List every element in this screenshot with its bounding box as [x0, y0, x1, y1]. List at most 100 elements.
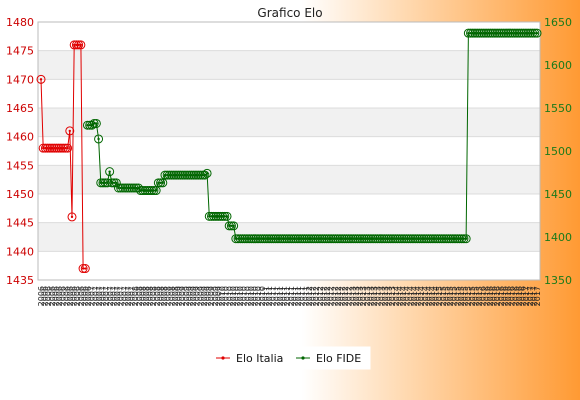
data-point: [94, 134, 104, 144]
x-category-label: 2008: [131, 286, 140, 306]
x-category-label: 2010: [218, 286, 227, 306]
x-category-label: 2010: [236, 286, 245, 306]
x-category-label: 2013: [352, 286, 361, 306]
data-point-core: [112, 181, 116, 185]
data-point-core: [84, 267, 87, 270]
x-category-label: 2013: [366, 286, 375, 306]
data-point-core: [108, 170, 111, 173]
data-point-core: [92, 122, 96, 125]
data-point-core: [97, 137, 100, 141]
data-point-core: [79, 43, 83, 47]
x-category-label: 2008: [156, 286, 165, 306]
x-category-label: 2009: [214, 286, 223, 306]
data-point-core: [464, 237, 468, 240]
x-category-label: 2012: [316, 286, 325, 306]
x-category-label: 2009: [178, 286, 187, 306]
data-point-core: [232, 224, 235, 228]
x-category-label: 2014: [395, 286, 404, 306]
data-point: [67, 212, 77, 222]
x-category-label: 2011: [301, 286, 310, 306]
data-point-core: [115, 181, 118, 185]
x-category-label: 2010: [240, 286, 249, 306]
x-category-label: 2013: [374, 286, 383, 306]
x-category-label: 2013: [356, 286, 365, 306]
x-category-label: 2007: [95, 286, 104, 306]
x-category-label: 2016: [497, 286, 506, 306]
data-point: [105, 167, 115, 177]
x-category-label: 2012: [323, 286, 332, 306]
data-point: [229, 221, 239, 231]
data-point: [200, 170, 210, 180]
data-point-core: [64, 146, 67, 150]
x-category-label: 2013: [370, 286, 379, 306]
legend-entry-label: Elo FIDE: [316, 352, 361, 365]
x-category-label: 2014: [410, 286, 419, 306]
x-category-label: 2012: [330, 286, 339, 306]
x-category-label: 2011: [287, 286, 296, 306]
legend: Elo Italia Elo FIDE: [209, 346, 371, 370]
data-point: [530, 28, 540, 38]
data-point: [226, 221, 236, 231]
series-elo-fide: [83, 28, 542, 244]
y-left-tick-label: 1440: [6, 245, 34, 258]
data-point-core: [70, 215, 74, 219]
data-point-core: [203, 173, 207, 177]
x-category-label: 2007: [128, 286, 137, 306]
data-point: [156, 178, 166, 188]
x-category-label: 2008: [160, 286, 169, 306]
x-category-label: 2007: [88, 286, 97, 306]
x-category-label: 2011: [283, 286, 292, 306]
data-point: [100, 178, 110, 188]
data-point: [202, 168, 212, 178]
x-category-label: 2016: [479, 286, 488, 306]
x-category-label: 2009: [207, 286, 216, 306]
x-category-label: 2006: [44, 286, 53, 306]
x-category-label: 2010: [243, 286, 252, 306]
data-point: [36, 74, 46, 84]
x-category-label: 2016: [490, 286, 499, 306]
data-point-core: [161, 181, 164, 185]
data-point-core: [39, 78, 43, 81]
x-category-label: 2015: [461, 286, 470, 306]
x-category-label: 2012: [327, 286, 336, 306]
x-category-label: 2016: [508, 286, 517, 306]
x-category-label: 2008: [171, 286, 180, 306]
x-category-label: 2010: [225, 286, 234, 306]
x-category-label: 2007: [124, 286, 133, 306]
y-left-tick-label: 1475: [6, 45, 34, 58]
x-category-label: 2007: [117, 286, 126, 306]
data-point: [65, 126, 75, 136]
x-category-label: 2008: [146, 286, 155, 306]
data-point: [198, 170, 208, 180]
y-left-tick-label: 1435: [6, 274, 34, 287]
x-category-label: 2007: [91, 286, 100, 306]
x-category-label: 2006: [48, 286, 57, 306]
x-category-label: 2009: [193, 286, 202, 306]
x-category-label: 2008: [164, 286, 173, 306]
x-category-label: 2007: [99, 286, 108, 306]
x-category-label: 2011: [294, 286, 303, 306]
x-category-label: 2009: [175, 286, 184, 306]
x-category-label: 2010: [251, 286, 260, 306]
x-category-label: 2016: [511, 286, 520, 306]
data-point-core: [205, 172, 209, 175]
chart-title: Grafico Elo: [257, 6, 322, 20]
x-category-label: 2008: [142, 286, 151, 306]
x-category-label: 2006: [70, 286, 79, 306]
x-category-label: 2013: [363, 286, 372, 306]
x-category-label: 2010: [247, 286, 256, 306]
data-point: [133, 183, 143, 193]
data-point-core: [95, 122, 98, 125]
data-point-core: [104, 181, 107, 185]
data-point-core: [533, 31, 536, 35]
x-category-label: 2010: [254, 286, 263, 306]
x-category-label: 2007: [113, 286, 122, 306]
x-category-label: 2011: [265, 286, 274, 306]
x-category-label: 2016: [519, 286, 528, 306]
y-left-tick-label: 1470: [6, 73, 34, 86]
x-category-label: 2006: [62, 286, 71, 306]
x-category-label: 2013: [348, 286, 357, 306]
x-category-label: 2011: [276, 286, 285, 306]
x-category-label: 2009: [196, 286, 205, 306]
x-category-label: 2016: [515, 286, 524, 306]
